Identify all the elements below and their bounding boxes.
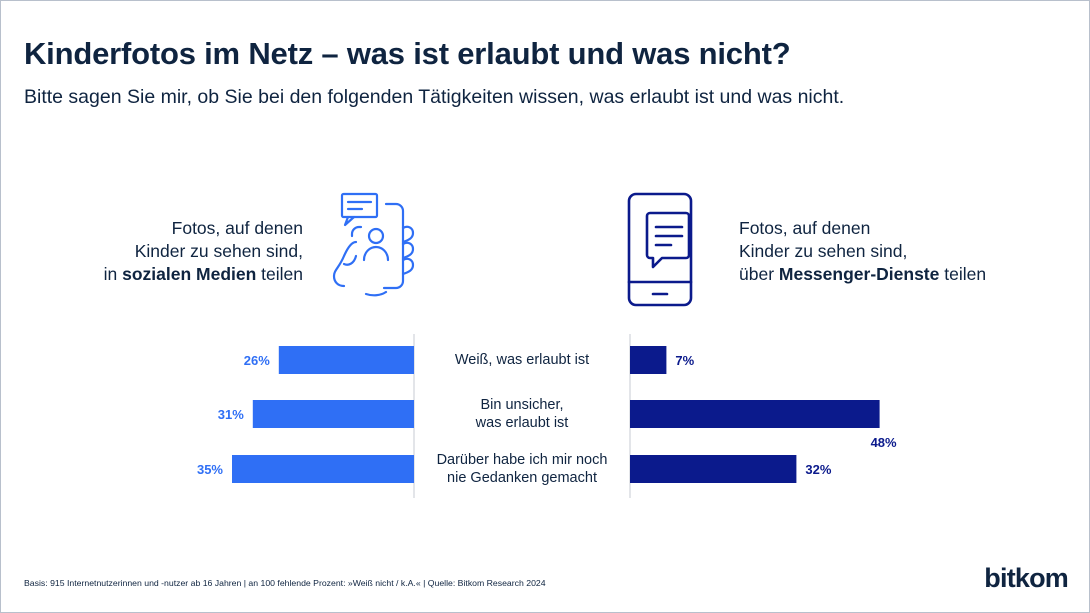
- page-subtitle: Bitte sagen Sie mir, ob Sie bei den folg…: [24, 86, 845, 108]
- category-label-1-line-1: was erlaubt ist: [475, 415, 569, 431]
- bar-label-left-1: 31%: [218, 407, 244, 422]
- bar-label-left-0: 26%: [244, 353, 270, 368]
- bar-label-right-1: 48%: [871, 435, 897, 450]
- category-label-0-line-0: Weiß, was erlaubt ist: [454, 352, 590, 368]
- right-caption-bold: Messenger-Dienste: [778, 264, 940, 284]
- left-caption-prefix: in: [103, 264, 123, 284]
- category-label-2-line-0: Darüber habe ich mir noch: [436, 452, 608, 468]
- right-caption-prefix: über: [739, 264, 779, 284]
- right-caption-line-2: Kinder zu sehen sind,: [739, 241, 908, 261]
- left-panel-caption: Fotos, auf denen Kinder zu sehen sind, i…: [104, 217, 303, 286]
- left-caption-bold: sozialen Medien: [122, 264, 257, 284]
- bitkom-logo: bitkom: [984, 563, 1069, 593]
- bar-left-1: [252, 400, 414, 428]
- messenger-phone-icon: [627, 192, 693, 307]
- bar-left-2: [232, 455, 414, 483]
- right-panel-caption: Fotos, auf denen Kinder zu sehen sind, ü…: [739, 217, 986, 286]
- left-caption-line-1: Fotos, auf denen: [171, 218, 303, 238]
- page-title: Kinderfotos im Netz – was ist erlaubt un…: [24, 36, 791, 71]
- bar-label-left-2: 35%: [197, 462, 223, 477]
- smartphone-hand-icon: [332, 192, 415, 297]
- category-label-2-line-1: nie Gedanken gemacht: [447, 470, 597, 486]
- category-label-0: Weiß, was erlaubt ist: [417, 351, 627, 369]
- bar-right-0: [630, 346, 667, 374]
- right-caption-line-1: Fotos, auf denen: [739, 218, 871, 238]
- left-caption-suffix: teilen: [256, 264, 303, 284]
- bar-label-right-2: 32%: [805, 462, 831, 477]
- butterfly-bar-chart: 26% 7% 31% 48% 35% 32%: [197, 334, 897, 498]
- category-label-2: Darüber habe ich mir noch nie Gedanken ge…: [417, 451, 627, 487]
- bar-right-1: [630, 400, 880, 428]
- category-label-1-line-0: Bin unsicher,: [480, 397, 564, 413]
- left-caption-line-3: in sozialen Medien teilen: [104, 263, 303, 286]
- bar-left-0: [278, 346, 414, 374]
- footer-source: Basis: 915 Internetnutzerinnen und -nutz…: [24, 578, 546, 588]
- right-caption-line-3: über Messenger-Dienste teilen: [739, 263, 986, 286]
- right-caption-suffix: teilen: [939, 264, 987, 284]
- left-caption-line-2: Kinder zu sehen sind,: [134, 241, 303, 261]
- category-label-1: Bin unsicher, was erlaubt ist: [417, 396, 627, 432]
- bar-label-right-0: 7%: [675, 353, 694, 368]
- bar-right-2: [630, 455, 797, 483]
